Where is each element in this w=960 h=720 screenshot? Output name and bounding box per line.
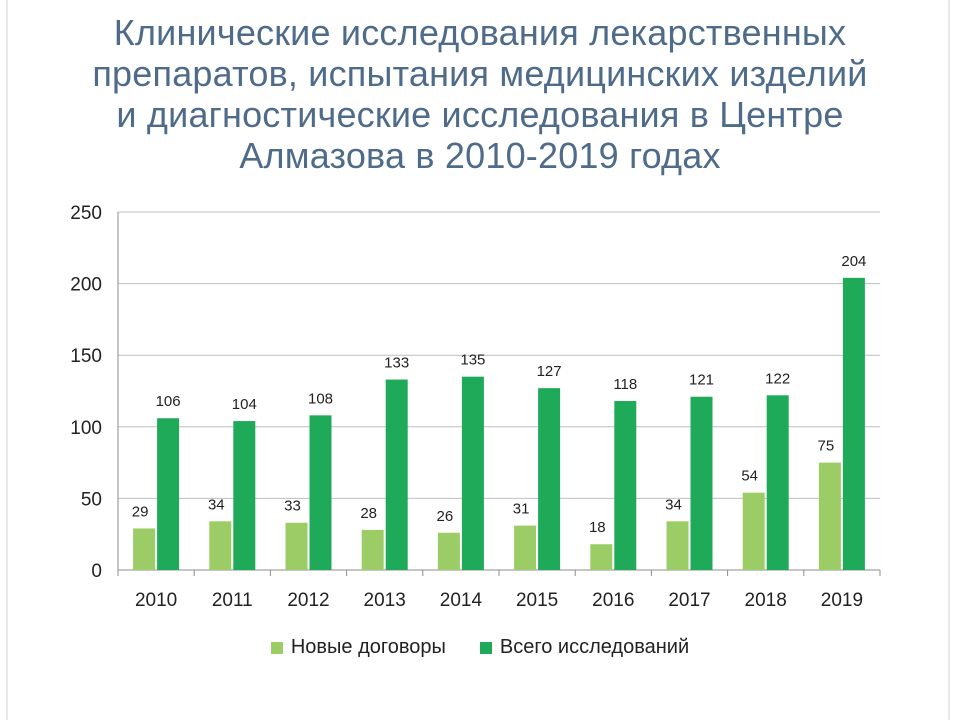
data-label-new-contracts-2017: 34 — [665, 496, 682, 513]
data-label-total-studies-2016: 118 — [613, 376, 637, 393]
bar-total-studies-2016 — [614, 401, 637, 570]
bar-total-studies-2012 — [309, 415, 332, 570]
bar-total-studies-2013 — [385, 379, 408, 570]
bar-new-contracts-2014 — [437, 532, 460, 570]
x-tick-label-2017: 2017 — [668, 590, 710, 611]
legend-swatch-total-studies — [479, 641, 492, 654]
bar-new-contracts-2013 — [361, 529, 384, 570]
data-label-total-studies-2014: 135 — [460, 352, 485, 369]
bar-new-contracts-2010 — [133, 528, 156, 570]
x-tick-label-2016: 2016 — [592, 590, 634, 611]
bar-total-studies-2018 — [766, 395, 789, 570]
data-label-total-studies-2018: 122 — [765, 370, 790, 387]
slide-left-border — [6, 0, 8, 720]
bar-new-contracts-2016 — [590, 544, 613, 570]
bar-new-contracts-2011 — [209, 521, 232, 570]
data-label-new-contracts-2012: 33 — [284, 498, 301, 515]
bar-total-studies-2011 — [233, 421, 256, 570]
bar-total-studies-2019 — [842, 277, 865, 570]
legend-label-new-contracts: Новые договоры — [290, 636, 446, 658]
y-tick-label: 200 — [70, 275, 102, 296]
data-label-total-studies-2015: 127 — [537, 363, 562, 380]
x-tick-label-2010: 2010 — [135, 590, 177, 611]
y-tick-label: 0 — [91, 561, 102, 582]
data-label-new-contracts-2010: 29 — [132, 503, 149, 520]
data-label-total-studies-2011: 104 — [232, 396, 257, 413]
x-tick-label-2012: 2012 — [287, 590, 329, 611]
data-label-total-studies-2012: 108 — [308, 390, 333, 407]
x-tick-label-2019: 2019 — [821, 590, 863, 611]
y-tick-label: 100 — [70, 418, 102, 439]
bar-new-contracts-2017 — [666, 521, 689, 570]
data-label-total-studies-2013: 133 — [384, 355, 409, 372]
y-tick-label: 150 — [70, 346, 102, 367]
x-tick-label-2018: 2018 — [745, 590, 787, 611]
data-label-total-studies-2010: 106 — [156, 393, 181, 410]
y-tick-label: 50 — [81, 489, 102, 510]
bar-total-studies-2014 — [461, 376, 484, 570]
legend-item-total-studies: Всего исследований — [479, 636, 690, 659]
bar-new-contracts-2019 — [818, 462, 841, 570]
bar-total-studies-2015 — [538, 388, 561, 570]
bar-total-studies-2010 — [157, 418, 180, 570]
x-tick-label-2013: 2013 — [364, 590, 406, 611]
data-label-new-contracts-2018: 54 — [741, 468, 758, 485]
data-label-new-contracts-2019: 75 — [818, 438, 835, 455]
data-label-new-contracts-2015: 31 — [513, 501, 530, 518]
y-tick-label: 250 — [70, 203, 102, 224]
legend: Новые договоры Всего исследований — [0, 636, 960, 659]
x-tick-label-2011: 2011 — [212, 590, 253, 611]
bar-new-contracts-2015 — [514, 525, 537, 570]
x-tick-label-2015: 2015 — [516, 590, 558, 611]
bar-new-contracts-2018 — [742, 492, 765, 570]
data-label-new-contracts-2011: 34 — [208, 496, 225, 513]
data-label-new-contracts-2013: 28 — [360, 505, 377, 522]
slide-right-border — [948, 0, 950, 720]
legend-item-new-contracts: Новые договоры — [270, 636, 446, 659]
chart-title: Клинические исследования лекарственных п… — [92, 12, 868, 176]
legend-label-total-studies: Всего исследований — [499, 636, 690, 658]
data-label-new-contracts-2014: 26 — [437, 508, 454, 525]
x-tick-label-2014: 2014 — [440, 590, 483, 611]
legend-swatch-new-contracts — [270, 641, 283, 654]
bar-new-contracts-2012 — [285, 522, 308, 570]
data-label-total-studies-2019: 204 — [841, 253, 866, 270]
data-label-new-contracts-2016: 18 — [589, 519, 606, 536]
data-label-total-studies-2017: 121 — [689, 372, 714, 389]
bar-total-studies-2017 — [690, 396, 713, 570]
